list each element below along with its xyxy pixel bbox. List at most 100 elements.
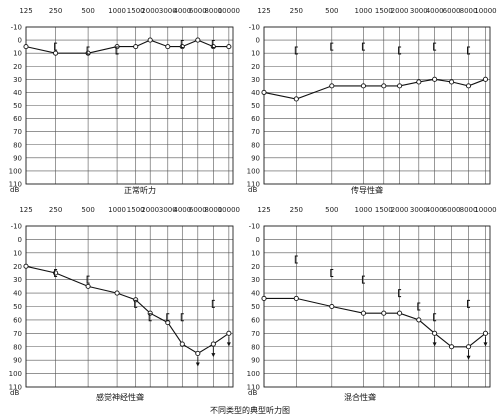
air-conduction-point <box>465 344 472 350</box>
air-conduction-point <box>381 310 387 316</box>
air-conduction-point <box>449 79 455 85</box>
y-tick-label: 30 <box>251 276 260 284</box>
plot-frame <box>25 225 234 388</box>
x-tick-label: 125 <box>257 206 270 214</box>
y-tick-label: 10 <box>13 249 22 257</box>
x-tick-label: 2000 <box>141 206 159 214</box>
x-tick-label: 500 <box>325 206 338 214</box>
no-response-arrowhead <box>195 362 200 367</box>
air-conduction-point <box>195 37 201 43</box>
y-tick-label: 40 <box>13 290 22 298</box>
y-tick-label: 20 <box>251 263 260 271</box>
x-tick-label: 1500 <box>375 206 393 214</box>
y-tick-label: -10 <box>11 24 22 32</box>
x-tick-label: 3000 <box>159 7 177 15</box>
x-tick-label: 250 <box>49 206 62 214</box>
x-tick-label: 2000 <box>391 7 409 15</box>
air-conduction-point <box>329 83 335 89</box>
air-conduction-point <box>482 330 489 336</box>
y-tick-label: 50 <box>13 102 22 110</box>
y-tick-label: 60 <box>251 115 260 123</box>
bone-conduction-point <box>148 313 152 322</box>
x-tick-label: 10000 <box>218 7 240 15</box>
air-conduction-point <box>416 317 422 323</box>
y-tick-label: 40 <box>13 89 22 97</box>
bone-conduction-point <box>54 268 58 277</box>
bone-conduction-point <box>417 302 421 311</box>
y-tick-label: 100 <box>9 370 22 378</box>
y-tick-label: 60 <box>251 316 260 324</box>
air-conduction-point <box>432 330 438 336</box>
x-tick-label: 8000 <box>204 206 222 214</box>
unit-label: dB <box>248 186 257 194</box>
air-conduction-point <box>416 79 422 85</box>
air-conduction-point <box>179 341 185 347</box>
bone-conduction-point <box>398 289 402 298</box>
y-tick-label: 30 <box>13 276 22 284</box>
unit-label: dB <box>10 186 19 194</box>
x-tick-label: 2000 <box>391 206 409 214</box>
x-tick-label: 1500 <box>127 7 145 15</box>
x-tick-label: 1000 <box>108 206 126 214</box>
y-tick-label: 70 <box>13 330 22 338</box>
x-tick-label: 4000 <box>173 7 191 15</box>
x-tick-label: 6000 <box>443 7 461 15</box>
x-tick-label: 8000 <box>460 7 478 15</box>
air-conduction-point <box>53 50 59 56</box>
air-conduction-point <box>226 330 232 336</box>
unit-label: dB <box>10 389 19 397</box>
y-tick-label: 110 <box>9 181 22 189</box>
panel-caption: 传导性聋 <box>351 185 383 195</box>
x-tick-label: 1000 <box>355 7 373 15</box>
x-tick-label: 10000 <box>474 206 496 214</box>
y-tick-label: 60 <box>13 316 22 324</box>
bone-conduction-point <box>211 299 215 308</box>
y-tick-label: 10 <box>251 50 260 58</box>
y-tick-label: 50 <box>13 303 22 311</box>
y-tick-label: 80 <box>251 343 260 351</box>
x-tick-label: 125 <box>19 7 32 15</box>
audiogram-panel-3: -10 0 10 20 30 40 50 60 70 80 90 100 110 125 250 500 100… <box>9 206 240 402</box>
y-tick-label: 10 <box>13 50 22 58</box>
y-tick-label: 110 <box>9 384 22 392</box>
air-conduction-point <box>23 263 29 269</box>
x-tick-label: 3000 <box>159 206 177 214</box>
air-conduction-point <box>261 295 267 302</box>
panel-caption: 混合性聋 <box>344 392 376 402</box>
y-tick-label: 70 <box>251 330 260 338</box>
y-tick-label: 90 <box>251 154 260 162</box>
x-tick-label: 500 <box>81 206 94 214</box>
y-tick-label: 110 <box>247 181 260 189</box>
bone-conduction-point <box>211 40 215 49</box>
x-tick-label: 2000 <box>141 7 159 15</box>
x-tick-label: 8000 <box>460 206 478 214</box>
air-conduction-point <box>449 344 455 350</box>
air-conduction-point <box>195 350 201 357</box>
y-tick-label: 90 <box>251 357 260 365</box>
bone-conduction-point <box>86 275 90 284</box>
air-conduction-line <box>264 297 486 348</box>
y-tick-label: 0 <box>256 37 260 45</box>
bone-conduction-point <box>467 46 471 55</box>
y-tick-label: 90 <box>13 154 22 162</box>
air-conduction-point <box>329 303 335 310</box>
air-conduction-point <box>133 44 139 50</box>
bone-conduction-point <box>330 268 334 277</box>
y-tick-label: 20 <box>13 263 22 271</box>
no-response-arrowhead <box>211 353 216 358</box>
x-tick-label: 250 <box>49 7 62 15</box>
x-tick-label: 3000 <box>410 206 428 214</box>
bone-conduction-point <box>361 275 365 284</box>
y-tick-label: 0 <box>18 37 22 45</box>
x-tick-label: 4000 <box>173 206 191 214</box>
panel-caption: 正常听力 <box>124 185 156 195</box>
unit-label: dB <box>248 389 257 397</box>
y-tick-label: 20 <box>251 63 260 71</box>
bone-conduction-point <box>86 46 90 55</box>
air-conduction-point <box>114 290 120 296</box>
y-tick-label: 30 <box>251 76 260 84</box>
x-tick-label: 6000 <box>189 206 207 214</box>
y-tick-label: 30 <box>13 76 22 84</box>
